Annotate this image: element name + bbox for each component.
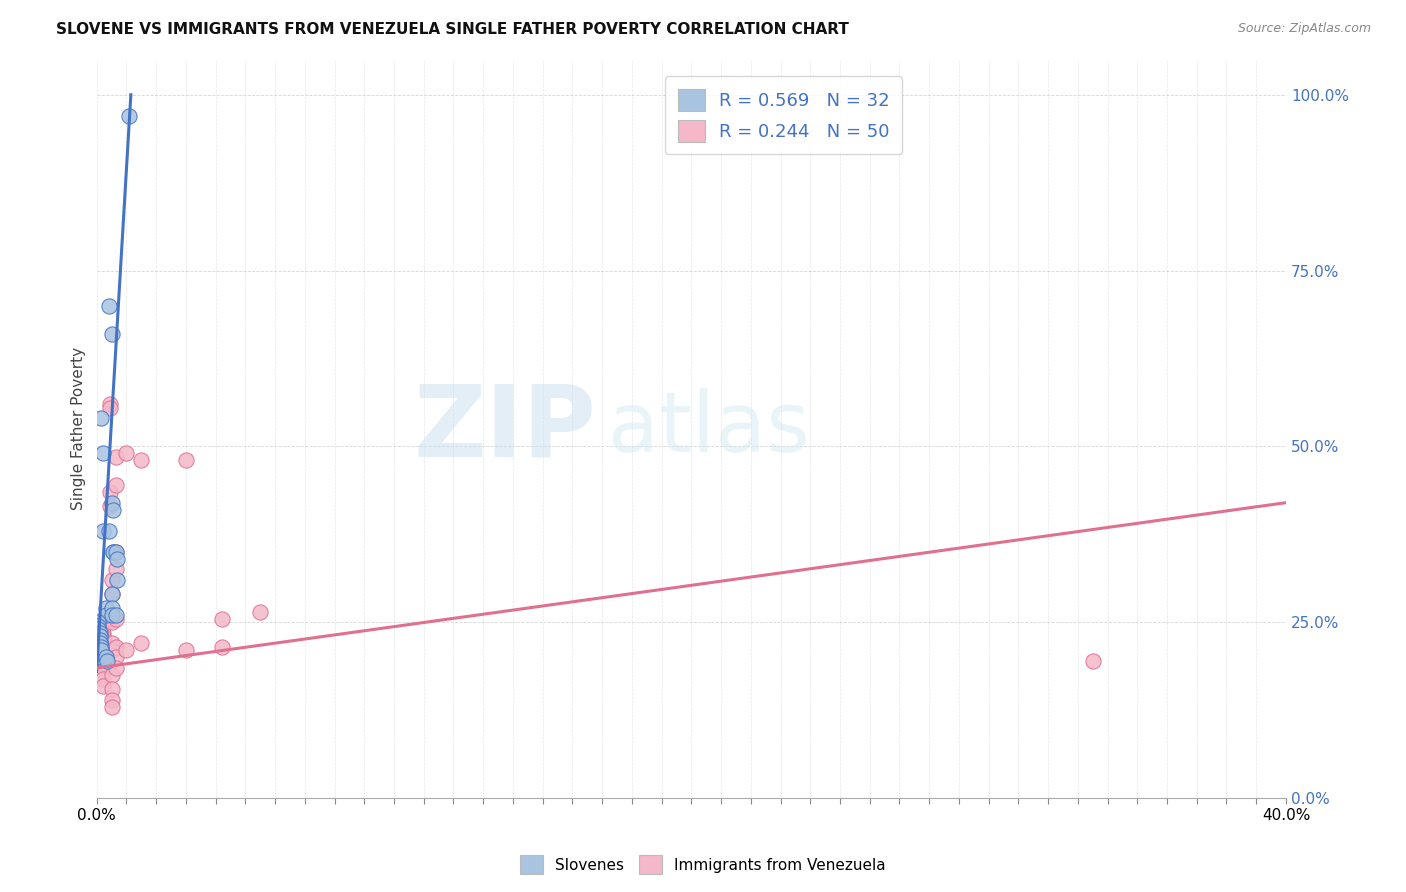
Legend: Slovenes, Immigrants from Venezuela: Slovenes, Immigrants from Venezuela	[513, 849, 893, 880]
Point	[104, 562, 127, 576]
Point	[101, 545, 124, 559]
Point	[91, 524, 114, 538]
Point	[129, 453, 152, 467]
Point	[115, 446, 138, 460]
Point	[101, 502, 124, 516]
Point	[91, 636, 114, 650]
Point	[98, 397, 121, 411]
Point	[91, 643, 114, 657]
Point	[91, 625, 114, 640]
Point	[91, 615, 114, 630]
Point	[174, 453, 197, 467]
Text: atlas: atlas	[607, 388, 810, 469]
Point	[100, 615, 122, 630]
Point	[91, 657, 114, 672]
Point	[91, 446, 114, 460]
Point	[87, 619, 110, 633]
Point	[118, 109, 141, 123]
Point	[89, 632, 111, 647]
Point	[100, 601, 122, 615]
Text: Source: ZipAtlas.com: Source: ZipAtlas.com	[1237, 22, 1371, 36]
Point	[89, 622, 111, 636]
Point	[104, 450, 127, 464]
Point	[89, 619, 111, 633]
Point	[211, 640, 233, 654]
Y-axis label: Single Father Poverty: Single Father Poverty	[72, 347, 86, 510]
Point	[89, 625, 111, 640]
Point	[104, 650, 127, 665]
Point	[89, 629, 111, 643]
Point	[91, 665, 114, 679]
Point	[104, 640, 127, 654]
Text: SLOVENE VS IMMIGRANTS FROM VENEZUELA SINGLE FATHER POVERTY CORRELATION CHART: SLOVENE VS IMMIGRANTS FROM VENEZUELA SIN…	[56, 22, 849, 37]
Point	[91, 640, 114, 654]
Point	[100, 326, 122, 341]
Point	[104, 545, 127, 559]
Point	[107, 552, 129, 566]
Point	[98, 499, 121, 513]
Point	[104, 612, 127, 626]
Point	[98, 401, 121, 415]
Point	[100, 587, 122, 601]
Point	[91, 619, 114, 633]
Point	[91, 679, 114, 693]
Point	[94, 608, 117, 623]
Point	[100, 587, 122, 601]
Point	[87, 615, 110, 630]
Point	[94, 601, 117, 615]
Point	[104, 608, 127, 623]
Point	[90, 643, 112, 657]
Point	[86, 650, 108, 665]
Point	[100, 643, 122, 657]
Point	[89, 615, 111, 630]
Point	[104, 661, 127, 675]
Legend: R = 0.569   N = 32, R = 0.244   N = 50: R = 0.569 N = 32, R = 0.244 N = 50	[665, 76, 903, 154]
Point	[91, 650, 114, 665]
Point	[100, 699, 122, 714]
Point	[91, 647, 114, 661]
Point	[100, 608, 122, 623]
Point	[100, 496, 122, 510]
Point	[97, 299, 120, 313]
Point	[100, 668, 122, 682]
Point	[129, 636, 152, 650]
Point	[97, 524, 120, 538]
Point	[107, 573, 129, 587]
Text: ZIP: ZIP	[413, 380, 596, 477]
Point	[104, 478, 127, 492]
Point	[90, 640, 112, 654]
Point	[174, 643, 197, 657]
Point	[104, 545, 127, 559]
Point	[100, 612, 122, 626]
Point	[100, 681, 122, 696]
Point	[100, 692, 122, 706]
Point	[1081, 654, 1104, 668]
Point	[249, 605, 271, 619]
Point	[101, 545, 124, 559]
Point	[96, 654, 118, 668]
Point	[98, 485, 121, 500]
Point	[100, 573, 122, 587]
Point	[100, 636, 122, 650]
Point	[91, 629, 114, 643]
Point	[87, 622, 110, 636]
Point	[115, 643, 138, 657]
Point	[94, 650, 117, 665]
Point	[89, 636, 111, 650]
Point	[91, 632, 114, 647]
Point	[90, 411, 112, 425]
Point	[90, 625, 112, 640]
Point	[91, 672, 114, 686]
Point	[211, 612, 233, 626]
